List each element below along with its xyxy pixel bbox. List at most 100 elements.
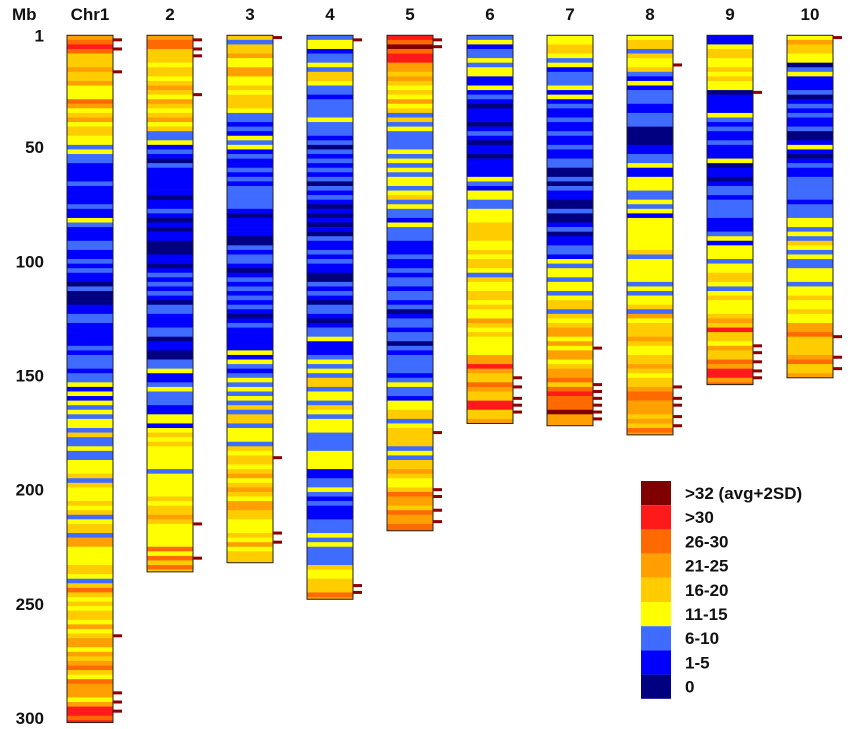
density-bin (227, 487, 273, 493)
density-bin (307, 455, 353, 461)
density-bin (467, 39, 513, 45)
density-bin (67, 336, 113, 342)
density-bin (707, 176, 753, 182)
density-bin (467, 85, 513, 91)
legend-label: 21-25 (685, 557, 728, 576)
density-bin (227, 473, 273, 479)
density-bin (67, 204, 113, 210)
density-bin (227, 108, 273, 114)
density-bin (547, 190, 593, 196)
density-bin (787, 99, 833, 105)
hotspot-marker (113, 70, 122, 74)
density-bin (67, 185, 113, 191)
density-bin (707, 71, 753, 77)
density-bin (67, 715, 113, 721)
density-bin (67, 181, 113, 187)
density-bin (547, 231, 593, 237)
density-bin (307, 583, 353, 589)
density-bin (707, 48, 753, 54)
density-bin (707, 217, 753, 223)
density-bin (627, 428, 673, 433)
density-bin (627, 103, 673, 109)
density-bin (707, 373, 753, 379)
density-bin (67, 565, 113, 570)
density-bin (307, 569, 353, 575)
density-bin (307, 578, 353, 584)
density-bin (707, 322, 753, 328)
density-bin (147, 85, 193, 91)
density-bin (627, 204, 673, 210)
density-bin (307, 336, 353, 342)
density-bin (387, 309, 433, 315)
density-bin (147, 332, 193, 337)
density-bin (387, 428, 433, 433)
density-bin (387, 291, 433, 296)
density-bin (147, 190, 193, 196)
density-bin (67, 304, 113, 310)
density-bin (547, 368, 593, 374)
density-bin (707, 364, 753, 369)
density-bin (147, 131, 193, 137)
density-bin (467, 300, 513, 306)
chromosome-label: 10 (801, 5, 820, 24)
density-bin (227, 551, 273, 557)
density-bin (547, 117, 593, 123)
density-bin (307, 592, 353, 598)
density-bin (67, 720, 113, 723)
density-bin (467, 126, 513, 132)
density-bin (67, 482, 113, 488)
legend-swatch (641, 674, 671, 699)
density-bin (67, 428, 113, 433)
chromosome-outline (306, 34, 354, 600)
density-bin (387, 400, 433, 406)
density-bin (307, 172, 353, 178)
density-bin (787, 35, 833, 41)
density-bin (627, 341, 673, 347)
chromosome-2: 2 (146, 5, 202, 573)
density-bin (227, 455, 273, 461)
density-bin (307, 446, 353, 452)
density-bin (627, 382, 673, 388)
density-bin (627, 108, 673, 114)
density-bin (67, 569, 113, 575)
density-bin (67, 345, 113, 351)
density-bin (227, 318, 273, 324)
hotspot-marker (513, 385, 522, 389)
density-bin (307, 286, 353, 292)
density-bin (227, 450, 273, 456)
density-bin (547, 359, 593, 365)
hotspot-marker (433, 495, 442, 499)
density-bin (547, 245, 593, 251)
density-bin (787, 122, 833, 127)
density-bin (227, 277, 273, 283)
density-bin (67, 619, 113, 625)
density-bin (387, 304, 433, 310)
density-bin (547, 71, 593, 77)
density-bin (307, 364, 353, 369)
density-bin (67, 683, 113, 689)
density-bin (467, 144, 513, 150)
density-bin (147, 286, 193, 292)
density-bin (147, 172, 193, 178)
density-bin (307, 464, 353, 470)
density-bin (227, 236, 273, 242)
hotspot-marker (113, 700, 122, 704)
density-bin (67, 286, 113, 292)
density-bin (307, 450, 353, 456)
density-bin (707, 140, 753, 146)
legend-swatch (641, 626, 671, 651)
density-bin (627, 135, 673, 141)
density-bin (787, 268, 833, 274)
density-bin (307, 249, 353, 255)
hotspot-marker (753, 344, 762, 348)
density-bin (547, 163, 593, 169)
density-bin (147, 94, 193, 100)
legend-swatch (641, 553, 671, 578)
density-bin (227, 131, 273, 137)
density-bin (67, 354, 113, 360)
density-bin (307, 67, 353, 73)
density-bin (147, 272, 193, 278)
density-bin (307, 167, 353, 173)
density-bin (67, 542, 113, 548)
